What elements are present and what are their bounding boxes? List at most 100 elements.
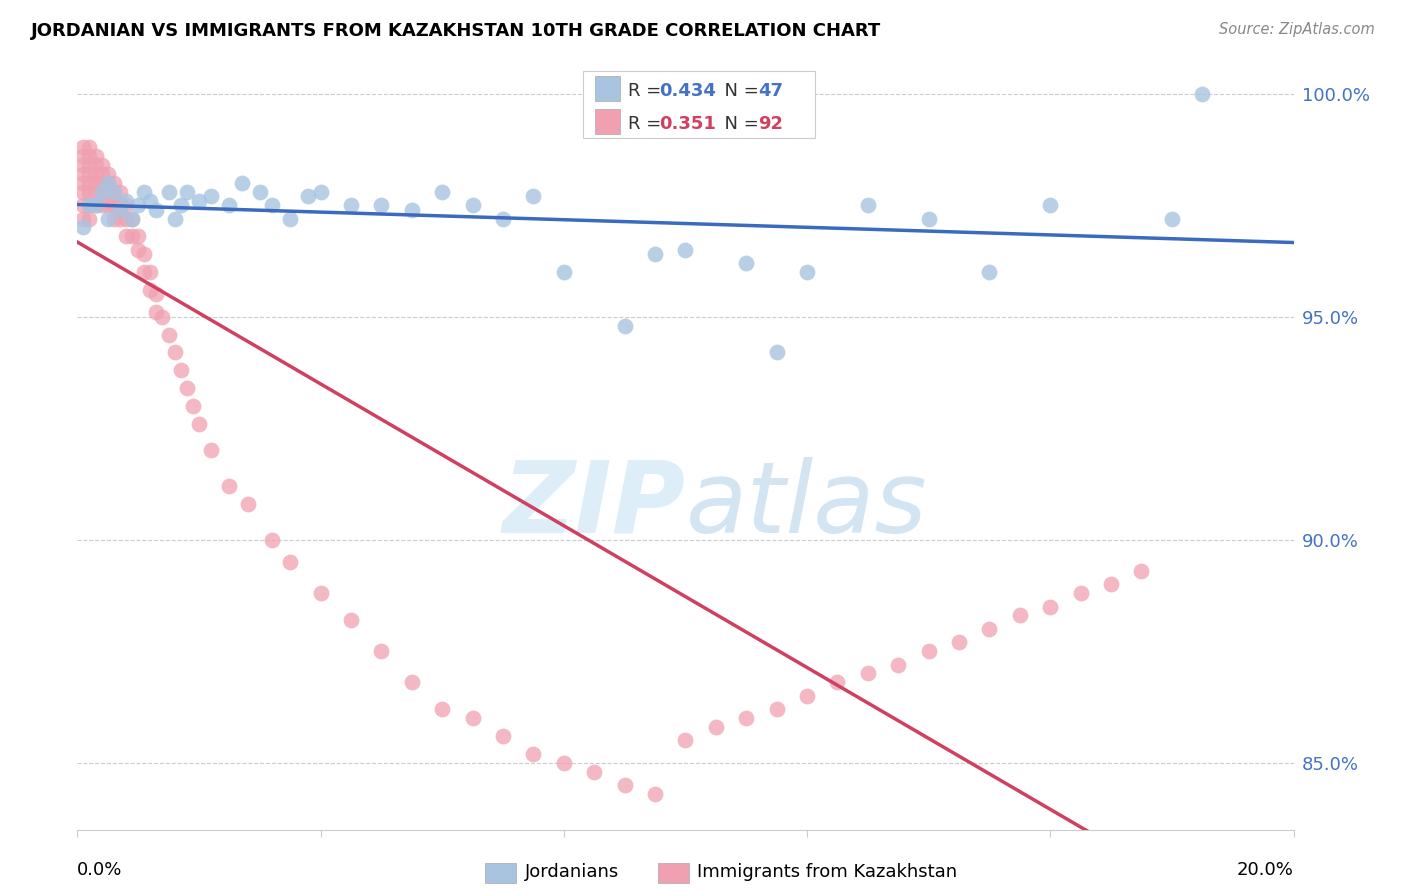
Point <box>218 198 240 212</box>
Point <box>796 689 818 703</box>
Point <box>79 149 101 163</box>
Point <box>127 229 149 244</box>
Point <box>492 729 515 743</box>
Point <box>675 733 697 747</box>
Point <box>200 189 222 203</box>
Point <box>887 657 910 672</box>
Point <box>735 711 758 725</box>
Point <box>152 310 174 324</box>
Point <box>260 533 283 547</box>
Point <box>139 265 162 279</box>
Point <box>90 185 112 199</box>
Point <box>856 198 879 212</box>
Point <box>553 756 575 770</box>
Point <box>170 198 193 212</box>
Point <box>979 265 1001 279</box>
Point <box>231 176 253 190</box>
Point <box>1039 198 1062 212</box>
Point <box>84 167 107 181</box>
Point <box>97 176 120 190</box>
Point <box>134 185 156 199</box>
Point <box>108 202 131 217</box>
Text: JORDANIAN VS IMMIGRANTS FROM KAZAKHSTAN 10TH GRADE CORRELATION CHART: JORDANIAN VS IMMIGRANTS FROM KAZAKHSTAN … <box>31 22 882 40</box>
Point <box>278 555 301 569</box>
Text: 92: 92 <box>758 114 783 133</box>
Point <box>115 211 138 226</box>
Point <box>1039 599 1062 614</box>
Point <box>84 149 107 163</box>
Point <box>176 185 198 199</box>
Point <box>856 666 879 681</box>
Point <box>340 198 363 212</box>
Point <box>72 158 94 172</box>
Point <box>145 202 167 217</box>
Point <box>134 247 156 261</box>
Point <box>827 675 849 690</box>
Point <box>1070 586 1092 600</box>
Point <box>163 345 186 359</box>
Point <box>522 747 544 761</box>
Point <box>97 198 120 212</box>
Point <box>97 211 120 226</box>
Point <box>72 185 94 199</box>
Point <box>79 176 101 190</box>
Point <box>84 198 107 212</box>
Point <box>176 381 198 395</box>
Point <box>72 211 94 226</box>
Point <box>97 167 120 181</box>
Point <box>139 283 162 297</box>
Point <box>115 198 138 212</box>
Point <box>918 211 941 226</box>
Point <box>309 586 332 600</box>
Point <box>461 711 484 725</box>
Point <box>72 176 94 190</box>
Point <box>170 363 193 377</box>
Point <box>297 189 319 203</box>
Point <box>157 185 180 199</box>
Point <box>145 287 167 301</box>
Point <box>108 211 131 226</box>
Point <box>704 720 727 734</box>
Text: 20.0%: 20.0% <box>1237 861 1294 879</box>
Text: 0.351: 0.351 <box>659 114 716 133</box>
Point <box>139 194 162 208</box>
Point <box>370 644 392 658</box>
Point <box>72 220 94 235</box>
Point <box>103 211 125 226</box>
Point <box>121 229 143 244</box>
Point <box>309 185 332 199</box>
Point <box>1130 564 1153 578</box>
Point <box>430 702 453 716</box>
Point <box>200 443 222 458</box>
Point <box>1099 577 1122 591</box>
Point <box>84 176 107 190</box>
Point <box>1008 608 1031 623</box>
Point <box>72 198 94 212</box>
Point <box>72 167 94 181</box>
Point <box>1161 211 1184 226</box>
Text: Source: ZipAtlas.com: Source: ZipAtlas.com <box>1219 22 1375 37</box>
Point <box>79 198 101 212</box>
Text: Immigrants from Kazakhstan: Immigrants from Kazakhstan <box>697 863 957 881</box>
Y-axis label: 10th Grade: 10th Grade <box>0 392 8 495</box>
Point <box>103 198 125 212</box>
Text: N =: N = <box>713 114 765 133</box>
Point <box>370 198 392 212</box>
Point <box>103 185 125 199</box>
Point <box>79 185 101 199</box>
Point <box>188 417 211 431</box>
Point <box>644 247 666 261</box>
Point <box>765 345 787 359</box>
Point <box>103 185 125 199</box>
Point <box>340 613 363 627</box>
Point <box>181 399 204 413</box>
Point <box>108 198 131 212</box>
Point <box>84 198 107 212</box>
Point <box>583 764 606 779</box>
Point <box>1191 87 1213 101</box>
Point <box>461 198 484 212</box>
Point <box>401 675 423 690</box>
Point <box>157 327 180 342</box>
Point <box>979 622 1001 636</box>
Point <box>90 185 112 199</box>
